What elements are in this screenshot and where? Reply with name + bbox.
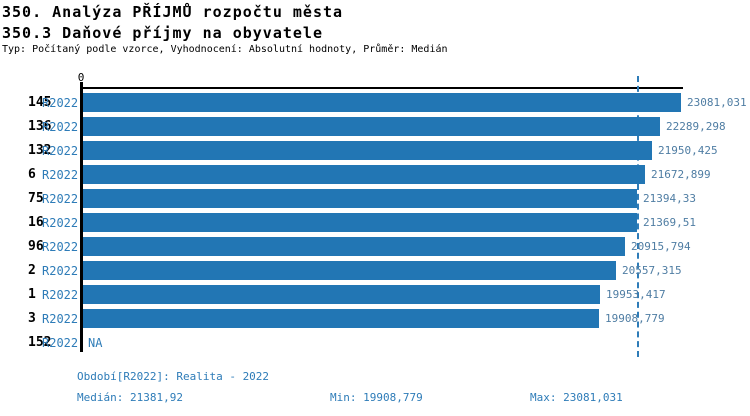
value-bar (83, 93, 681, 112)
row-period: R2022 (42, 192, 79, 206)
row-rank: 136 (28, 119, 52, 134)
value-bar (83, 309, 599, 328)
value-label: 23081,031 (687, 96, 747, 109)
page-title: 350. Analýza PŘÍJMŮ rozpočtu města (2, 3, 344, 21)
axis-zero-label: 0 (77, 71, 85, 84)
value-bar (83, 237, 625, 256)
axis-top-line (81, 87, 683, 89)
row-period: R2022 (42, 96, 79, 110)
row-period: R2022 (42, 168, 79, 182)
value-label: 20557,315 (622, 264, 682, 277)
row-rank: 16 (28, 215, 44, 230)
value-label: 21950,425 (658, 144, 718, 157)
row-rank: 75 (28, 191, 44, 206)
value-bar (83, 141, 652, 160)
value-bar (83, 261, 616, 280)
row-period: R2022 (42, 240, 79, 254)
value-label: 19908,779 (605, 312, 665, 325)
value-label: 22289,298 (666, 120, 726, 133)
value-bar (83, 165, 645, 184)
row-period: R2022 (42, 264, 79, 278)
median-gridline (637, 76, 639, 357)
row-period: R2022 (42, 216, 79, 230)
meta-line: Typ: Počítaný podle vzorce, Vyhodnocení:… (2, 44, 448, 55)
footer-min: Min: 19908,779 (330, 391, 423, 404)
row-rank: 96 (28, 239, 44, 254)
row-period: R2022 (42, 120, 79, 134)
row-period: R2022 (42, 312, 79, 326)
na-label: NA (88, 336, 103, 350)
value-bar (83, 189, 637, 208)
row-period: R2022 (42, 288, 79, 302)
axis-vertical-line (80, 82, 83, 352)
row-rank: 6 (28, 167, 36, 182)
row-rank: 132 (28, 143, 52, 158)
value-label: 20915,794 (631, 240, 691, 253)
value-label: 21672,899 (651, 168, 711, 181)
value-label: 19953,417 (606, 288, 666, 301)
row-rank: 3 (28, 311, 36, 326)
page-subtitle: 350.3 Daňové příjmy na obyvatele (2, 24, 323, 42)
footer-median: Medián: 21381,92 (77, 391, 183, 404)
value-label: 21369,51 (643, 216, 696, 229)
row-period: R2022 (42, 144, 79, 158)
footer-max: Max: 23081,031 (530, 391, 623, 404)
row-rank: 1 (28, 287, 36, 302)
value-bar (83, 117, 660, 136)
row-period: R2022 (42, 336, 79, 350)
row-rank: 145 (28, 95, 52, 110)
row-rank: 152 (28, 335, 52, 350)
footer-period: Období[R2022]: Realita - 2022 (77, 370, 270, 383)
value-label: 21394,33 (643, 192, 696, 205)
value-bar (83, 285, 600, 304)
row-rank: 2 (28, 263, 36, 278)
value-bar (83, 213, 637, 232)
